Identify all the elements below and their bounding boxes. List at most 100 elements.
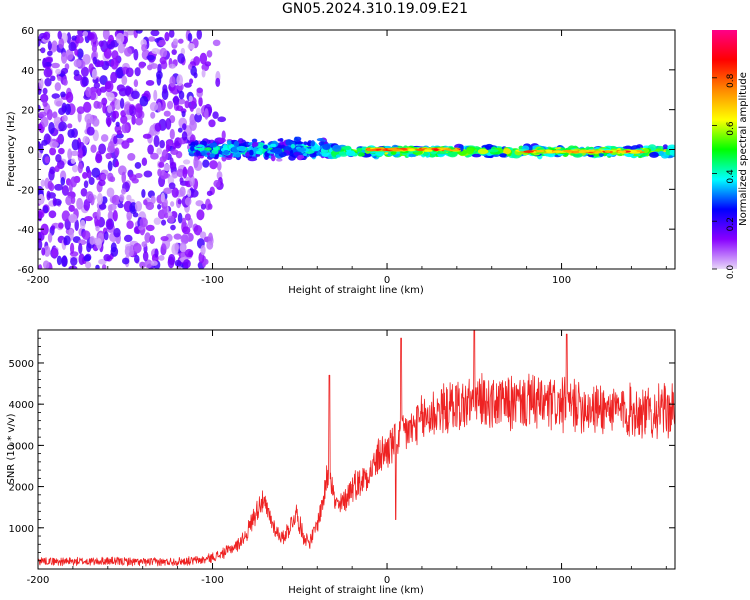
spectrogram-noise-cell [196,87,203,94]
spectrogram-noise-cell [73,69,80,77]
spectrogram-noise-cell [47,232,53,243]
spectrogram-noise-cell [159,47,168,58]
spectrogram-noise-cell [38,193,45,205]
spectrogram-noise-cell [161,219,167,226]
spectrogram-noise-cell [80,188,88,197]
spectrogram-noise-cell [204,61,212,67]
spectrogram-noise-cell [85,191,94,202]
spectrogram-noise-cell [135,117,143,126]
spectrogram-band-cell [285,139,293,146]
spectrogram-noise-cell [107,141,115,152]
spectrogram-band-cell [255,150,262,155]
spectrogram-noise-cell [163,187,173,195]
spectrogram-noise-cell [38,231,42,243]
spectrogram-noise-cell [110,71,118,84]
spectrogram-noise-cell [143,170,153,178]
spectrogram-noise-cell [38,209,45,219]
spectrogram-noise-cell [62,79,68,86]
spectrogram-noise-cell [139,261,146,269]
spectrogram-noise-cell [154,248,159,258]
spectrogram-noise-cell [119,98,125,109]
spectrogram-noise-cell [147,36,156,42]
spectrogram-noise-cell [107,104,113,114]
spectrogram-y-tick-label: 40 [21,66,34,77]
spectrogram-noise-cell [70,158,76,164]
spectrogram-noise-cell [61,185,70,196]
spectrogram-band-cell [563,149,574,153]
spectrogram-noise-cell [84,215,93,222]
spectrogram-noise-cell [165,117,172,130]
spectrogram-band-cell [586,149,595,152]
spectrogram-noise-cell [150,63,159,69]
spectrogram-noise-cell [91,44,98,53]
spectrogram-noise-cell [101,97,108,106]
spectrogram-noise-cell [177,53,185,64]
spectrogram-noise-cell [102,102,107,114]
spectrogram-x-tick-label: -100 [201,275,224,286]
spectrogram-noise-cell [67,128,75,138]
spectrogram-noise-cell [153,89,158,102]
spectrogram-noise-cell [103,47,112,59]
spectrogram-noise-cell [189,119,197,131]
spectrogram-noise-cell [58,121,67,132]
spectrogram-noise-cell [162,84,168,94]
spectrogram-noise-cell [45,56,53,64]
colorbar-tick-label: 0.6 [726,121,736,136]
spectrogram-noise-cell [77,30,85,37]
spectrogram-noise-cell [61,52,68,64]
spectrogram-band-cell [197,147,205,152]
spectrogram-noise-cell [176,105,184,112]
spectrogram-band-cell [387,147,398,151]
spectrogram-noise-cell [150,195,156,205]
spectrogram-noise-cell [54,97,63,107]
spectrogram-noise-cell [133,48,139,61]
spectrogram-noise-cell [98,179,106,187]
spectrogram-band-cell [316,137,325,142]
spectrogram-band-cell [251,141,259,147]
spectrogram-band-cell [322,143,331,151]
spectrogram-noise-cell [115,160,120,168]
snr-y-tick-label: 5000 [9,359,34,370]
spectrogram-noise-cell [112,210,118,222]
spectrogram-noise-cell [212,111,219,119]
spectrogram-noise-cell [134,67,141,77]
spectrogram-noise-cell [65,195,73,206]
spectrogram-noise-cell [184,197,192,206]
snr-y-tick-label: 4000 [9,400,34,411]
spectrogram-band-cell [658,150,665,156]
spectrogram-noise-cell [88,176,95,185]
spectrogram-noise-cell [99,75,108,86]
colorbar-ticks: 0.0 0.2 0.4 0.6 0.8 [712,73,736,279]
spectrogram-noise-cell [57,75,62,81]
spectrogram-noise-cell [98,143,107,155]
spectrogram-noise-cell [160,192,165,203]
spectrogram-noise-cell [111,50,119,60]
spectrogram-noise-cell [51,62,60,69]
spectrogram-y-tick-label: 60 [21,26,34,37]
spectrogram-noise-cell [184,100,190,109]
spectrogram-band-cell [416,148,425,152]
spectrogram-band-cell [276,158,283,162]
spectrogram-noise-cell [113,227,121,238]
spectrogram-noise-cell [187,43,195,50]
spectrogram-noise-cell [141,157,148,166]
spectrogram-noise-cell [114,67,124,79]
spectrogram-band-cell [270,155,276,162]
spectrogram-band-cell [233,140,240,148]
spectrogram-band-cell [477,148,489,155]
spectrogram-band-cell [572,150,581,154]
spectrogram-band-cell [190,145,195,152]
spectrogram-band-cell [332,144,342,152]
snr-y-tick-label: 2000 [9,483,34,494]
spectrogram-band-cell [217,137,226,143]
spectrogram-band-cell [518,148,527,152]
spectrogram-noise-cell [50,225,56,231]
spectrogram-noise-cell [98,258,107,265]
spectrogram-noise-cell [172,142,177,150]
spectrogram-band-cell [471,153,482,158]
spectrogram-band-cell [375,150,385,157]
spectrogram-noise-cell [54,165,60,173]
spectrogram-noise-cell [217,116,227,123]
spectrogram-noise-cell [177,212,183,224]
spectrogram-band-cell [358,152,365,157]
